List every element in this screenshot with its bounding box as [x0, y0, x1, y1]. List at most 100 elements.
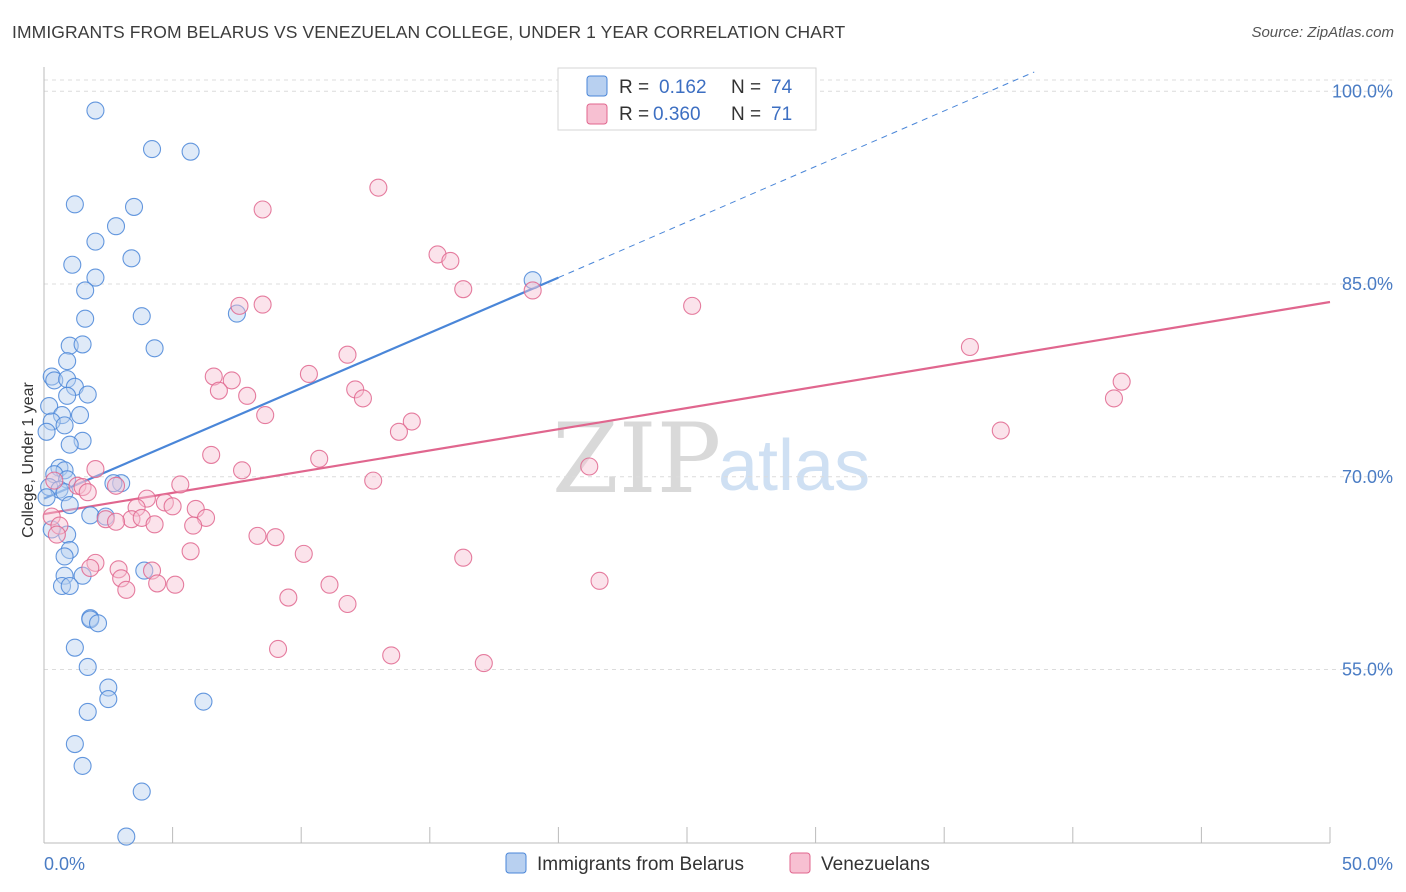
venezuelans-point — [382, 646, 401, 665]
venezuelans-point — [73, 478, 92, 497]
belarus-point — [124, 197, 144, 216]
venezuelans-point — [230, 296, 249, 315]
belarus-point — [37, 488, 56, 507]
venezuelans-point — [232, 461, 252, 480]
venezuelans-point — [78, 483, 97, 502]
venezuelans-point — [204, 367, 223, 386]
belarus-point — [132, 782, 151, 801]
belarus-point — [106, 217, 126, 236]
venezuelans-point — [81, 558, 100, 578]
venezuelans-point — [45, 471, 64, 490]
venezuelans-point — [127, 498, 146, 517]
belarus-point — [145, 339, 164, 358]
belarus-point — [73, 335, 92, 354]
belarus-point — [99, 690, 118, 709]
x-tick-label-min: 0.0% — [44, 854, 85, 874]
belarus-point — [78, 702, 97, 721]
venezuelans-point — [202, 445, 221, 464]
venezuelans-point — [310, 449, 329, 468]
belarus-point — [135, 561, 154, 580]
venezuelans-point — [294, 544, 313, 563]
belarus-point — [58, 352, 77, 371]
belarus-point — [194, 692, 213, 711]
venezuelans-point — [523, 281, 542, 300]
belarus-point — [86, 232, 105, 251]
series-swatch-venezuelans — [789, 852, 811, 874]
venezuelans-point — [299, 364, 318, 384]
belarus-point — [70, 406, 90, 425]
venezuelans-point — [991, 421, 1010, 440]
belarus-point — [37, 422, 56, 441]
y-tick-label: 70.0% — [1342, 467, 1393, 487]
venezuelans-point — [454, 280, 473, 299]
legend-r-value-1: 0.162 — [659, 77, 707, 98]
venezuelans-point — [163, 497, 182, 516]
venezuelans-point — [338, 345, 357, 364]
venezuelans-point — [269, 639, 288, 659]
venezuelans-point — [253, 295, 272, 314]
venezuelans-point — [112, 569, 131, 588]
venezuelans-point — [148, 574, 167, 593]
x-tick-label-max: 50.0% — [1342, 854, 1393, 874]
y-tick-label: 85.0% — [1342, 274, 1393, 294]
belarus-point — [132, 307, 151, 326]
belarus-point — [40, 397, 59, 416]
legend-r-label-1: R = — [619, 77, 649, 98]
venezuelans-point — [238, 386, 257, 405]
series-swatch-belarus — [505, 852, 527, 874]
belarus-point — [86, 268, 105, 287]
belarus-point — [65, 638, 84, 657]
belarus-point — [122, 249, 141, 268]
venezuelans-point — [137, 489, 156, 508]
chart-title: IMMIGRANTS FROM BELARUS VS VENEZUELAN CO… — [12, 22, 846, 42]
venezuelans-point — [181, 542, 200, 561]
venezuelans-point — [338, 594, 357, 614]
legend-n-value-2: 71 — [771, 104, 792, 125]
watermark-atlas: atlas — [718, 426, 870, 506]
legend-swatch-blue — [586, 75, 608, 97]
belarus-point — [60, 336, 79, 355]
venezuelans-trend-line — [43, 300, 1331, 516]
y-tick-label: 55.0% — [1342, 660, 1393, 680]
venezuelans-point — [580, 457, 599, 476]
venezuelans-point — [320, 575, 339, 594]
venezuelans-point — [145, 515, 164, 534]
belarus-point — [76, 281, 95, 300]
venezuelans-point — [1104, 389, 1124, 408]
series-label-belarus: Immigrants from Belarus — [537, 854, 744, 875]
data-points — [37, 101, 1131, 846]
belarus-point — [81, 506, 100, 525]
venezuelans-point — [1112, 372, 1131, 391]
watermark-zip: ZIP — [552, 403, 721, 515]
venezuelans-point — [184, 516, 203, 535]
venezuelans-point — [47, 525, 66, 544]
belarus-point — [55, 566, 74, 585]
belarus-point — [112, 474, 131, 493]
belarus-point — [73, 566, 92, 585]
series-legend: Immigrants from Belarus Venezuelans — [505, 852, 930, 875]
belarus-point — [142, 140, 162, 159]
belarus-point — [73, 756, 92, 775]
belarus-point — [58, 386, 77, 405]
venezuelans-point — [369, 178, 388, 197]
axes — [43, 67, 1331, 844]
belarus-point — [117, 827, 136, 846]
venezuelans-point — [96, 510, 115, 529]
venezuelans-point — [222, 371, 241, 390]
venezuelans-point — [279, 588, 298, 607]
venezuelans-point — [441, 251, 460, 270]
venezuelans-point — [960, 337, 979, 357]
source-label: Source: ZipAtlas.com — [1251, 24, 1394, 41]
belarus-point — [86, 101, 105, 120]
venezuelans-point — [106, 512, 126, 531]
belarus-point — [181, 142, 200, 161]
belarus-point — [52, 406, 72, 425]
venezuelans-point — [256, 406, 275, 425]
belarus-point — [60, 435, 79, 454]
belarus-point — [104, 474, 123, 493]
y-tick-labels: 55.0% 70.0% 85.0% 100.0% — [1332, 81, 1393, 679]
venezuelans-point — [402, 412, 421, 431]
y-tick-label: 100.0% — [1332, 81, 1393, 101]
venezuelans-point — [364, 471, 383, 490]
